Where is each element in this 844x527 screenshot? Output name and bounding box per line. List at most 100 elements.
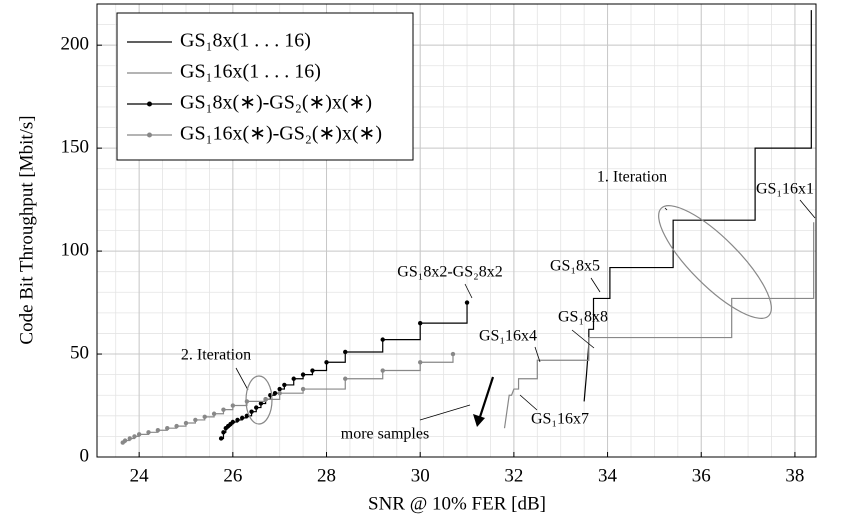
- data-point: [417, 360, 423, 365]
- iteration-ellipse: [245, 375, 273, 425]
- series-line-segment: [382, 362, 421, 372]
- annotation-pointer: [664, 207, 668, 211]
- data-point: [417, 320, 423, 326]
- annotation-pointer: [571, 329, 595, 349]
- annotation-pointer: [590, 277, 601, 293]
- legend-label: GS₁16x(1 . . . 16): [180, 61, 321, 83]
- series-line-segment: [345, 339, 384, 353]
- plot-frame: [96, 3, 817, 458]
- legend-marker: [147, 101, 152, 107]
- data-point: [240, 415, 245, 421]
- data-point: [464, 300, 470, 305]
- data-point: [258, 401, 264, 406]
- y-tick-label: 50: [70, 342, 89, 363]
- series-line-segment: [345, 370, 384, 380]
- series-line-segment: [326, 351, 346, 363]
- annotation: GS₁8x5: [550, 258, 600, 275]
- data-point: [277, 386, 282, 392]
- data-point: [300, 372, 306, 377]
- series-line-segment: [279, 389, 304, 394]
- y-tick-label: 100: [61, 239, 90, 260]
- annotation-pointer: [799, 199, 816, 219]
- data-point: [218, 436, 224, 441]
- annotation: GS₁8x2-GS₂8x2: [397, 264, 502, 281]
- data-point: [230, 403, 236, 408]
- data-point: [235, 417, 240, 423]
- data-point: [155, 428, 161, 433]
- data-point: [127, 436, 132, 441]
- x-tick-label: 26: [223, 465, 242, 486]
- annotation-pointer: [519, 394, 538, 411]
- x-tick-label: 28: [317, 465, 336, 486]
- data-point: [310, 368, 315, 373]
- data-point: [343, 376, 348, 381]
- legend: GS₁8x(1 . . . 16) GS₁16x(1 . . . 16) GS₁8x…: [116, 12, 414, 161]
- annotation: GS₁16x4: [479, 328, 537, 345]
- series-line-segment: [382, 323, 421, 341]
- data-point: [132, 434, 137, 439]
- data-point: [263, 397, 268, 402]
- data-point: [211, 411, 217, 416]
- data-point: [221, 407, 226, 412]
- annotation: GS₁8x8: [558, 309, 608, 326]
- series-line-segment: [312, 362, 328, 372]
- data-point: [277, 390, 282, 396]
- data-point: [146, 430, 151, 435]
- series-line-segment: [265, 393, 281, 400]
- annotation: 2. Iteration: [181, 347, 251, 364]
- annotation: 1. Iteration: [597, 169, 667, 186]
- data-point: [202, 414, 207, 420]
- data-point: [244, 413, 250, 419]
- data-point: [282, 382, 287, 388]
- series-line: [503, 222, 815, 429]
- data-point: [230, 419, 236, 425]
- data-point: [193, 417, 198, 423]
- series-line-segment: [420, 302, 468, 324]
- x-axis-label: SNR @ 10% FER [dB]: [368, 493, 546, 514]
- data-point: [249, 409, 254, 414]
- data-point: [380, 337, 385, 342]
- series-line-segment: [303, 378, 346, 390]
- data-point: [136, 432, 142, 437]
- arrow-shaft: [477, 376, 495, 421]
- x-tick-label: 36: [692, 465, 711, 486]
- iteration-ellipse: [658, 205, 772, 319]
- y-tick-label: 0: [80, 445, 90, 466]
- data-point: [380, 368, 385, 373]
- legend-label: GS₁16x(∗)-GS₂(∗)x(∗): [180, 123, 382, 145]
- data-point: [183, 420, 189, 426]
- annotation: more samples: [341, 426, 429, 443]
- data-point: [221, 430, 226, 435]
- data-point: [324, 360, 329, 365]
- arrow-head: [473, 414, 485, 427]
- annotation-pointer: [534, 346, 541, 363]
- legend-label: GS₁8x(∗)-GS₂(∗)x(∗): [180, 92, 372, 114]
- data-point: [450, 351, 456, 357]
- x-tick-label: 34: [598, 465, 618, 486]
- annotation-pointer: [235, 367, 249, 391]
- data-point: [122, 438, 128, 443]
- legend-label: GS₁8x(1 . . . 16): [180, 30, 311, 52]
- series-line: [583, 10, 812, 402]
- annotation: GS₁16x1: [756, 181, 814, 198]
- y-tick-label: 150: [61, 136, 90, 157]
- data-point: [291, 376, 296, 381]
- data-point: [300, 386, 306, 392]
- x-tick-label: 38: [785, 465, 804, 486]
- x-tick-label: 32: [504, 465, 523, 486]
- x-tick-label: 30: [411, 465, 430, 486]
- data-point: [254, 405, 259, 410]
- data-point: [244, 399, 250, 404]
- annotation-pointer: [419, 404, 471, 421]
- legend-marker: [147, 132, 152, 138]
- annotation: GS₁16x7: [531, 411, 589, 428]
- series-line-segment: [420, 354, 454, 363]
- y-axis-label: Code Bit Throughput [Mbit/s]: [16, 115, 37, 344]
- data-point: [343, 349, 348, 355]
- x-tick-label: 24: [130, 465, 150, 486]
- data-point: [272, 390, 278, 396]
- y-tick-label: 200: [61, 34, 90, 55]
- data-point: [165, 425, 170, 431]
- annotation-pointer: [464, 283, 473, 299]
